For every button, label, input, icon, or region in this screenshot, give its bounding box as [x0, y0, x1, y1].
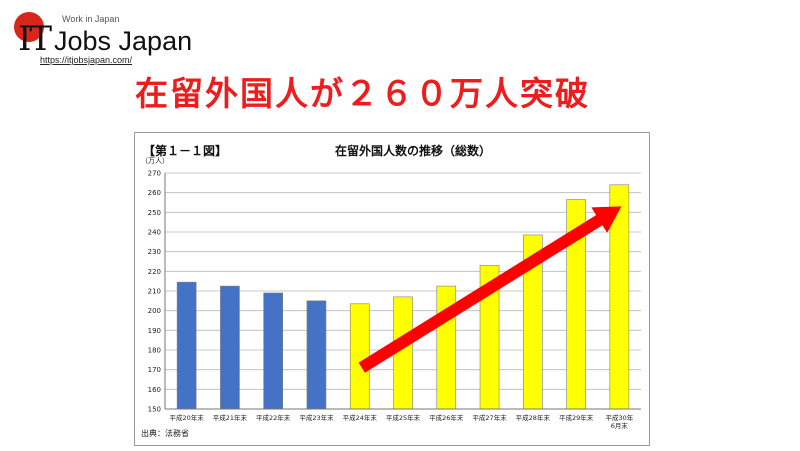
x-tick-label: 平成29年末 [559, 413, 594, 422]
x-tick-label: 平成21年末 [213, 413, 248, 422]
trend-arrow [358, 206, 622, 373]
y-unit-label: （万人） [141, 157, 169, 165]
bar [306, 300, 327, 410]
chart-title: 在留外国人数の推移（総数） [335, 143, 491, 158]
logo-red-circle-icon [14, 12, 44, 42]
bar-chart: 【第１－１図】 在留外国人数の推移（総数） （万人） 出典：法務省 150 160… [141, 143, 641, 438]
y-tick-label: 270 [148, 170, 161, 178]
axis-layer: 150 160 170 180 190 200 210 220 230 240 250 260 270 平… [148, 170, 641, 430]
logo-url-link[interactable]: https://itjobsjapan.com/ [40, 55, 133, 65]
logo-it-mark: IT [18, 19, 52, 59]
y-tick-label: 150 [148, 406, 161, 414]
y-tick-label: 170 [148, 366, 161, 374]
y-tick-label: 200 [148, 307, 161, 315]
site-logo[interactable]: IT Work in Japan Jobs Japan https://itjo… [14, 8, 192, 68]
trend-arrow-layer [358, 206, 622, 373]
x-tick-label: 平成23年末 [299, 413, 334, 422]
bar-layer [176, 184, 630, 410]
bar [220, 285, 240, 410]
x-tick-label: 6月末 [611, 421, 629, 430]
y-tick-label: 260 [148, 189, 161, 197]
y-tick-label: 210 [148, 288, 161, 296]
y-tick-label: 180 [148, 347, 161, 355]
bar [263, 292, 284, 410]
x-tick-label: 平成20年末 [169, 413, 204, 422]
source-label: 出典：法務省 [141, 428, 189, 438]
y-tick-label: 160 [148, 386, 161, 394]
figure-label: 【第１－１図】 [143, 143, 227, 158]
x-tick-label: 平成27年末 [472, 413, 507, 422]
bar [176, 281, 197, 410]
logo-tagline: Work in Japan [62, 14, 120, 24]
headline: 在留外国人が２６０万人突破 [135, 74, 590, 113]
x-tick-label: 平成25年末 [386, 413, 421, 422]
y-tick-label: 230 [148, 248, 161, 256]
x-tick-label: 平成22年末 [256, 413, 291, 422]
x-tick-label: 平成28年末 [516, 413, 551, 422]
y-tick-label: 240 [148, 229, 161, 237]
chart-panel: 【第１－１図】 在留外国人数の推移（総数） （万人） 出典：法務省 150 160… [134, 132, 650, 446]
bar [349, 303, 370, 410]
y-tick-label: 250 [148, 209, 161, 217]
x-tick-label: 平成30年 [605, 413, 633, 422]
x-tick-label: 平成26年末 [429, 413, 464, 422]
logo-brand-name: Jobs Japan [54, 26, 193, 56]
y-tick-label: 220 [148, 268, 161, 276]
x-tick-label: 平成24年末 [343, 413, 378, 422]
y-tick-label: 190 [148, 327, 161, 335]
